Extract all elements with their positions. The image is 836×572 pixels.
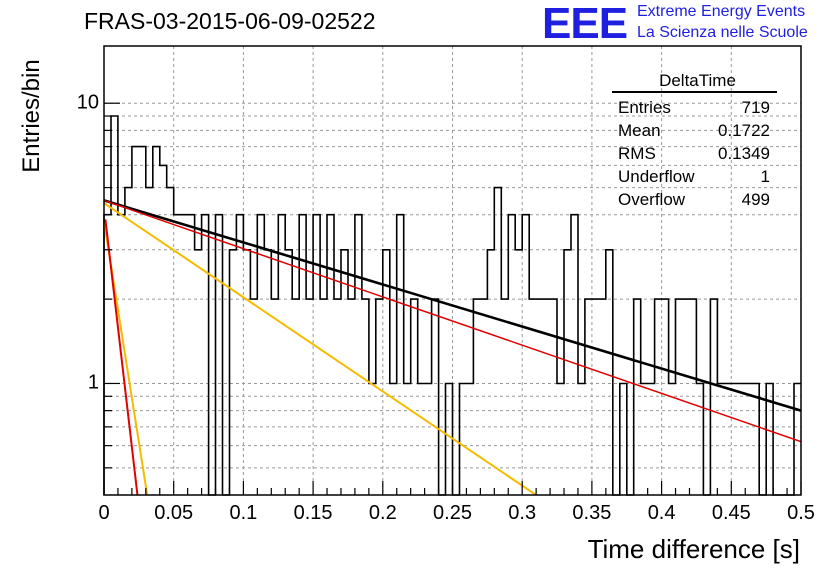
x-tick-label: 0.3 [508, 502, 537, 524]
stats-row-overflow: Overflow 499 [612, 188, 777, 211]
x-tick-label: 0.5 [787, 502, 815, 524]
eee-logo: EEE [542, 0, 628, 48]
logo-line-2: La Scienza nelle Scuole [637, 24, 808, 41]
x-tick-label: 0.15 [293, 502, 333, 524]
fit-curve [104, 199, 801, 412]
stats-value: 1 [760, 167, 770, 186]
y-axis-label: Entries/bin [18, 59, 45, 173]
fit-curve [104, 199, 801, 443]
stats-label: Mean [618, 121, 661, 140]
y-tick-label: 1 [87, 371, 99, 394]
stats-label: Overflow [618, 190, 686, 209]
stats-value: 719 [741, 98, 770, 117]
logo-line-1: Extreme Energy Events [637, 3, 806, 20]
stats-label: Entries [618, 98, 671, 117]
x-tick-label: 0.35 [572, 502, 612, 524]
stats-value: 0.1349 [718, 144, 770, 163]
stats-label: RMS [618, 144, 656, 163]
x-tick-label: 0.1 [229, 502, 258, 524]
stats-divider [612, 91, 777, 93]
histogram-title: FRAS-03-2015-06-09-02522 [84, 8, 376, 34]
x-tick-label: 0.45 [711, 502, 751, 524]
stats-title: DeltaTime [659, 71, 736, 90]
fit-curve [104, 202, 537, 495]
histogram-line [103, 115, 801, 496]
stats-row-entries: Entries 719 [612, 96, 777, 119]
x-tick-label: 0.2 [368, 502, 397, 524]
stats-box: DeltaTime Entries 719 Mean 0.1722 RMS 0.134… [612, 72, 777, 211]
stats-row-mean: Mean 0.1722 [612, 119, 777, 142]
x-tick-label: 0.25 [433, 502, 472, 524]
x-tick-label: 0.05 [154, 502, 194, 524]
x-axis-label: Time difference [s] [587, 534, 800, 564]
stats-value: 0.1722 [718, 121, 770, 140]
stats-value: 499 [741, 190, 770, 209]
x-tick-label: 0 [98, 502, 110, 524]
fit-curve [104, 219, 139, 495]
stats-row-rms: RMS 0.1349 [612, 142, 777, 165]
y-tick-label: 10 [76, 91, 99, 114]
x-tick-label: 0.4 [647, 502, 676, 524]
stats-row-underflow: Underflow 1 [612, 165, 777, 188]
stats-label: Underflow [618, 167, 695, 186]
